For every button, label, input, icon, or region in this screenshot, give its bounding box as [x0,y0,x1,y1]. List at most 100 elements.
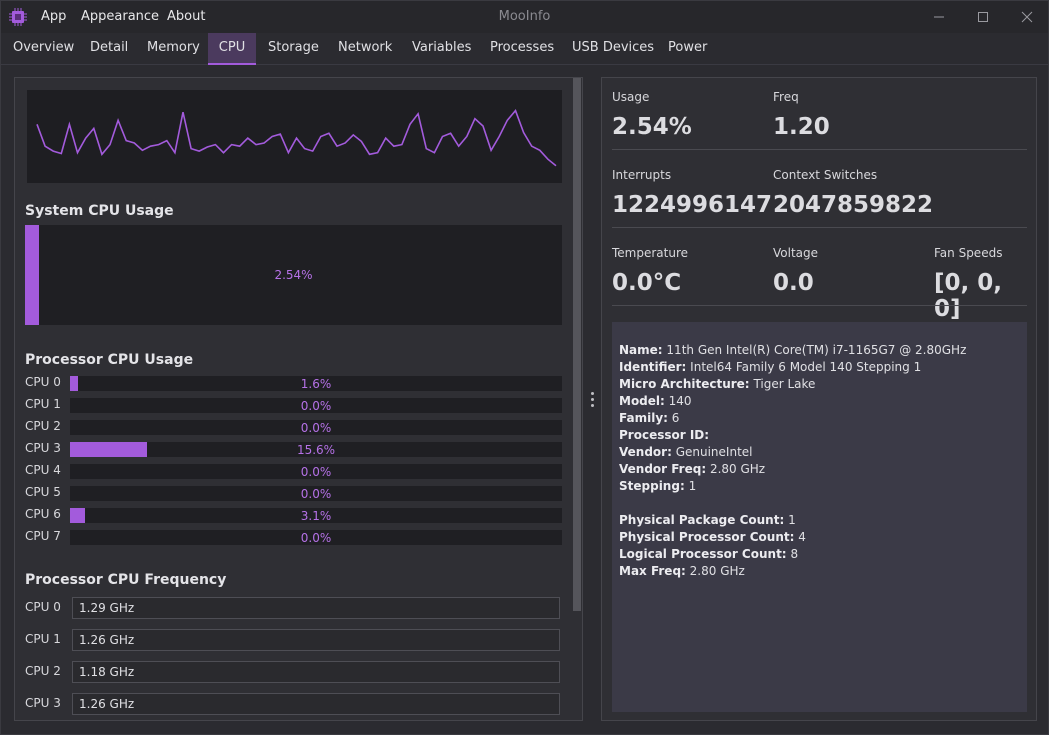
cpu-frequency-field: 1.26 GHz [72,629,560,651]
cpu-usage-label: CPU 3 [25,441,61,455]
chip-icon [9,8,27,26]
tab-detail[interactable]: Detail [90,40,129,55]
cpu-usage-value: 1.6% [300,376,332,391]
context-switches-value: 2047859822 [773,192,934,218]
info-family: Family: 6 [619,411,680,425]
info-micro-architecture: Micro Architecture: Tiger Lake [619,377,816,391]
cpu-frequency-label: CPU 2 [25,664,61,678]
tab-usb-devices[interactable]: USB Devices [572,40,655,55]
cpu-usage-fill [70,376,78,391]
cpu-usage-label: CPU 4 [25,463,61,477]
cpu-usage-label: CPU 7 [25,529,61,543]
cpu-frequency-field: 1.18 GHz [72,661,560,683]
info-physical-package-count: Physical Package Count: 1 [619,513,796,527]
minimize-button[interactable] [917,1,961,33]
cpu-usage-value: 0.0% [300,464,332,479]
temperature-label: Temperature [612,246,689,260]
tab-network[interactable]: Network [338,40,393,55]
processor-cpu-usage-title: Processor CPU Usage [25,352,194,368]
cpu-usage-label: CPU 2 [25,419,61,433]
cpu-usage-panel: System CPU Usage 2.54% Processor CPU Usa… [14,77,583,721]
cpu-usage-label: CPU 0 [25,375,61,389]
cpu-usage-bar: 0.0% [70,398,562,413]
cpu-usage-value: 3.1% [300,508,332,523]
fan-speeds-label: Fan Speeds [934,246,1003,260]
menu-appearance[interactable]: Appearance [81,9,160,24]
tab-processes[interactable]: Processes [490,40,555,55]
freq-label: Freq [773,90,799,104]
cpu-frequency-field: 1.29 GHz [72,597,560,619]
scrollbar-thumb[interactable] [573,78,581,611]
tab-bar: Overview Detail Memory CPU Storage Netwo… [1,33,1048,65]
system-cpu-usage-title: System CPU Usage [25,203,174,219]
info-physical-processor-count: Physical Processor Count: 4 [619,530,806,544]
close-button[interactable] [1005,1,1049,33]
processor-info-box: Name: 11th Gen Intel(R) Core(TM) i7-1165… [612,322,1027,712]
cpu-usage-bar: 3.1% [70,508,562,523]
fan-speeds-value: [0, 0, 0] [934,270,1003,322]
maximize-icon [978,12,988,22]
cpu-usage-bar: 0.0% [70,420,562,435]
cpu-usage-bar: 0.0% [70,486,562,501]
info-identifier: Identifier: Intel64 Family 6 Model 140 S… [619,360,922,374]
splitter-handle[interactable] [587,389,597,411]
tab-storage[interactable]: Storage [268,40,319,55]
tab-variables[interactable]: Variables [412,40,472,55]
close-icon [1021,11,1033,23]
cpu-usage-value: 0.0% [300,398,332,413]
minimize-icon [934,16,944,18]
context-switches-label: Context Switches [773,168,878,182]
menu-about[interactable]: About [167,9,206,24]
cpu-usage-value: 0.0% [300,486,332,501]
cpu-usage-value: 0.0% [300,420,332,435]
system-cpu-usage-bar: 2.54% [25,225,562,325]
cpu-usage-graph-svg [36,109,557,167]
tab-memory[interactable]: Memory [147,40,200,55]
interrupts-label: Interrupts [612,168,672,182]
maximize-button[interactable] [961,1,1005,33]
grip-dot [591,398,594,401]
cpu-frequency-label: CPU 0 [25,600,61,614]
cpu-frequency-label: CPU 1 [25,632,61,646]
info-vendor-freq: Vendor Freq: 2.80 GHz [619,462,766,476]
grip-dot [591,404,594,407]
usage-label: Usage [612,90,650,104]
cpu-usage-label: CPU 5 [25,485,61,499]
cpu-frequency-label: CPU 3 [25,696,61,710]
cpu-usage-label: CPU 1 [25,397,61,411]
grip-dot [591,392,594,395]
cpu-usage-value: 15.6% [296,442,336,457]
freq-value: 1.20 [773,114,830,140]
processor-cpu-frequency-title: Processor CPU Frequency [25,572,227,588]
info-name: Name: 11th Gen Intel(R) Core(TM) i7-1165… [619,343,967,357]
cpu-usage-value: 0.0% [300,530,332,545]
system-cpu-usage-value: 2.54% [274,268,313,282]
voltage-value: 0.0 [773,270,814,296]
cpu-usage-label: CPU 6 [25,507,61,521]
info-vendor: Vendor: GenuineIntel [619,445,753,459]
divider [612,227,1027,228]
usage-value: 2.54% [612,114,692,140]
cpu-usage-fill [70,508,86,523]
cpu-usage-line [36,109,557,167]
tab-overview[interactable]: Overview [13,40,75,55]
cpu-usage-bar: 15.6% [70,442,562,457]
cpu-usage-graph [27,90,562,183]
divider [612,305,1027,306]
info-processor-id: Processor ID: [619,428,710,442]
tab-power[interactable]: Power [668,40,708,55]
interrupts-value: 1224996147 [612,192,773,218]
system-cpu-usage-fill [25,225,39,325]
menu-app[interactable]: App [41,9,67,24]
cpu-usage-bar: 1.6% [70,376,562,391]
info-stepping: Stepping: 1 [619,479,697,493]
scrollbar[interactable] [572,78,582,720]
tab-cpu[interactable]: CPU [208,33,256,65]
cpu-usage-fill [70,442,147,457]
cpu-usage-bar: 0.0% [70,530,562,545]
title-bar: App Appearance About MooInfo [1,1,1048,33]
cpu-usage-bar: 0.0% [70,464,562,479]
info-model: Model: 140 [619,394,692,408]
divider [612,149,1027,150]
